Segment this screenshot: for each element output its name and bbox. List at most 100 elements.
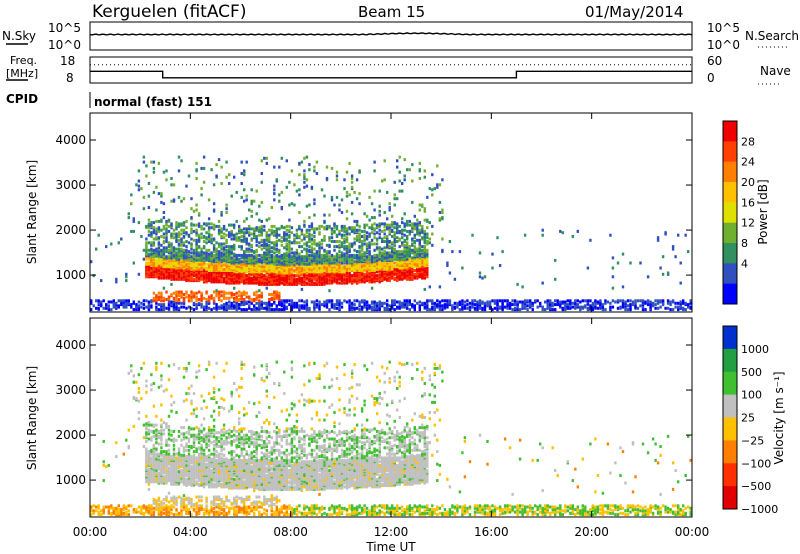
power-cell xyxy=(225,251,228,255)
velocity-cell xyxy=(145,508,148,512)
power-cell xyxy=(202,251,206,255)
power-cell xyxy=(210,168,213,172)
power-cell xyxy=(451,250,454,254)
power-cell xyxy=(248,247,251,251)
power-cell xyxy=(446,261,449,265)
power-cell xyxy=(207,232,211,236)
power-cell xyxy=(115,277,118,281)
power-cell xyxy=(629,299,632,303)
power-cell xyxy=(373,304,376,308)
power-cell xyxy=(285,224,288,228)
power-cell xyxy=(418,300,421,304)
power-cell xyxy=(338,253,341,257)
power-cell xyxy=(370,308,374,312)
power-cell xyxy=(383,232,386,236)
power-cell xyxy=(243,250,246,254)
power-cell xyxy=(162,170,166,174)
power-cell xyxy=(378,306,381,310)
power-cell xyxy=(360,252,364,256)
power-cell xyxy=(180,251,183,255)
power-cell xyxy=(413,222,416,226)
power-cell xyxy=(263,262,266,266)
power-cell xyxy=(268,233,271,237)
power-cell xyxy=(288,252,291,256)
power-cell xyxy=(386,227,389,231)
power-cell xyxy=(408,219,411,223)
power-cell xyxy=(375,253,379,257)
power-cell xyxy=(283,246,286,250)
power-cell xyxy=(205,272,208,276)
power-cell xyxy=(142,160,146,164)
power-cell xyxy=(325,279,329,283)
power-cell xyxy=(541,228,544,232)
power-cell xyxy=(110,242,113,246)
power-cell xyxy=(303,180,306,184)
power-cell xyxy=(238,236,241,240)
power-cell xyxy=(564,304,567,308)
velocity-cell xyxy=(150,452,153,456)
power-cell xyxy=(345,245,349,249)
power-cell xyxy=(263,238,266,242)
velocity-cell xyxy=(122,504,125,508)
power-cell xyxy=(335,240,339,243)
power-cell xyxy=(182,241,186,245)
power-cell xyxy=(258,289,261,293)
power-cell xyxy=(584,299,587,303)
power-cell xyxy=(398,274,401,278)
power-cell xyxy=(250,248,253,252)
power-cell xyxy=(481,300,484,304)
power-cell xyxy=(290,255,294,259)
power-cell xyxy=(195,303,198,307)
power-cell xyxy=(175,223,178,227)
power-cell xyxy=(308,235,311,238)
power-cell xyxy=(308,224,311,228)
power-cell xyxy=(187,233,191,237)
power-cell xyxy=(243,300,246,304)
power-cell xyxy=(408,266,411,270)
power-cell xyxy=(155,229,158,233)
power-cell xyxy=(426,301,429,305)
power-cell xyxy=(471,233,474,237)
power-cell xyxy=(576,303,579,307)
power-cell xyxy=(320,260,324,264)
power-cell xyxy=(411,163,414,167)
power-cell xyxy=(255,290,258,294)
noise-right-tick-top: 10^5 xyxy=(707,21,740,35)
power-cell xyxy=(222,236,226,240)
power-cell xyxy=(162,246,166,250)
power-cell xyxy=(426,242,429,246)
power-cell xyxy=(569,306,572,310)
power-cell xyxy=(165,219,168,223)
power-cell xyxy=(298,211,301,214)
power-cell xyxy=(255,212,258,216)
power-cell xyxy=(664,231,667,235)
power-cell xyxy=(403,212,406,216)
power-cell xyxy=(255,301,258,305)
power-cell xyxy=(212,183,216,187)
power-cell xyxy=(250,199,253,203)
power-cell xyxy=(160,192,163,196)
velocity-cell xyxy=(135,397,138,401)
power-cell xyxy=(220,165,223,169)
power-cell xyxy=(147,233,151,237)
power-cell xyxy=(413,233,416,237)
power-cell xyxy=(197,290,201,294)
power-cell xyxy=(288,303,291,307)
power-cell xyxy=(360,229,364,233)
power-cell xyxy=(375,237,379,241)
power-cell xyxy=(180,301,183,305)
power-cell xyxy=(325,224,329,228)
power-cell xyxy=(315,250,319,254)
power-cell xyxy=(654,306,657,310)
power-cell xyxy=(365,279,369,283)
power-cell xyxy=(363,233,366,237)
power-cell xyxy=(278,294,281,298)
power-cell xyxy=(373,232,376,236)
power-cell xyxy=(157,236,161,240)
power-cell xyxy=(388,240,391,243)
power-cell xyxy=(340,267,344,271)
power-cell xyxy=(180,242,183,246)
power-cell xyxy=(368,241,371,245)
power-cell xyxy=(152,237,156,241)
power-cell xyxy=(95,306,98,310)
